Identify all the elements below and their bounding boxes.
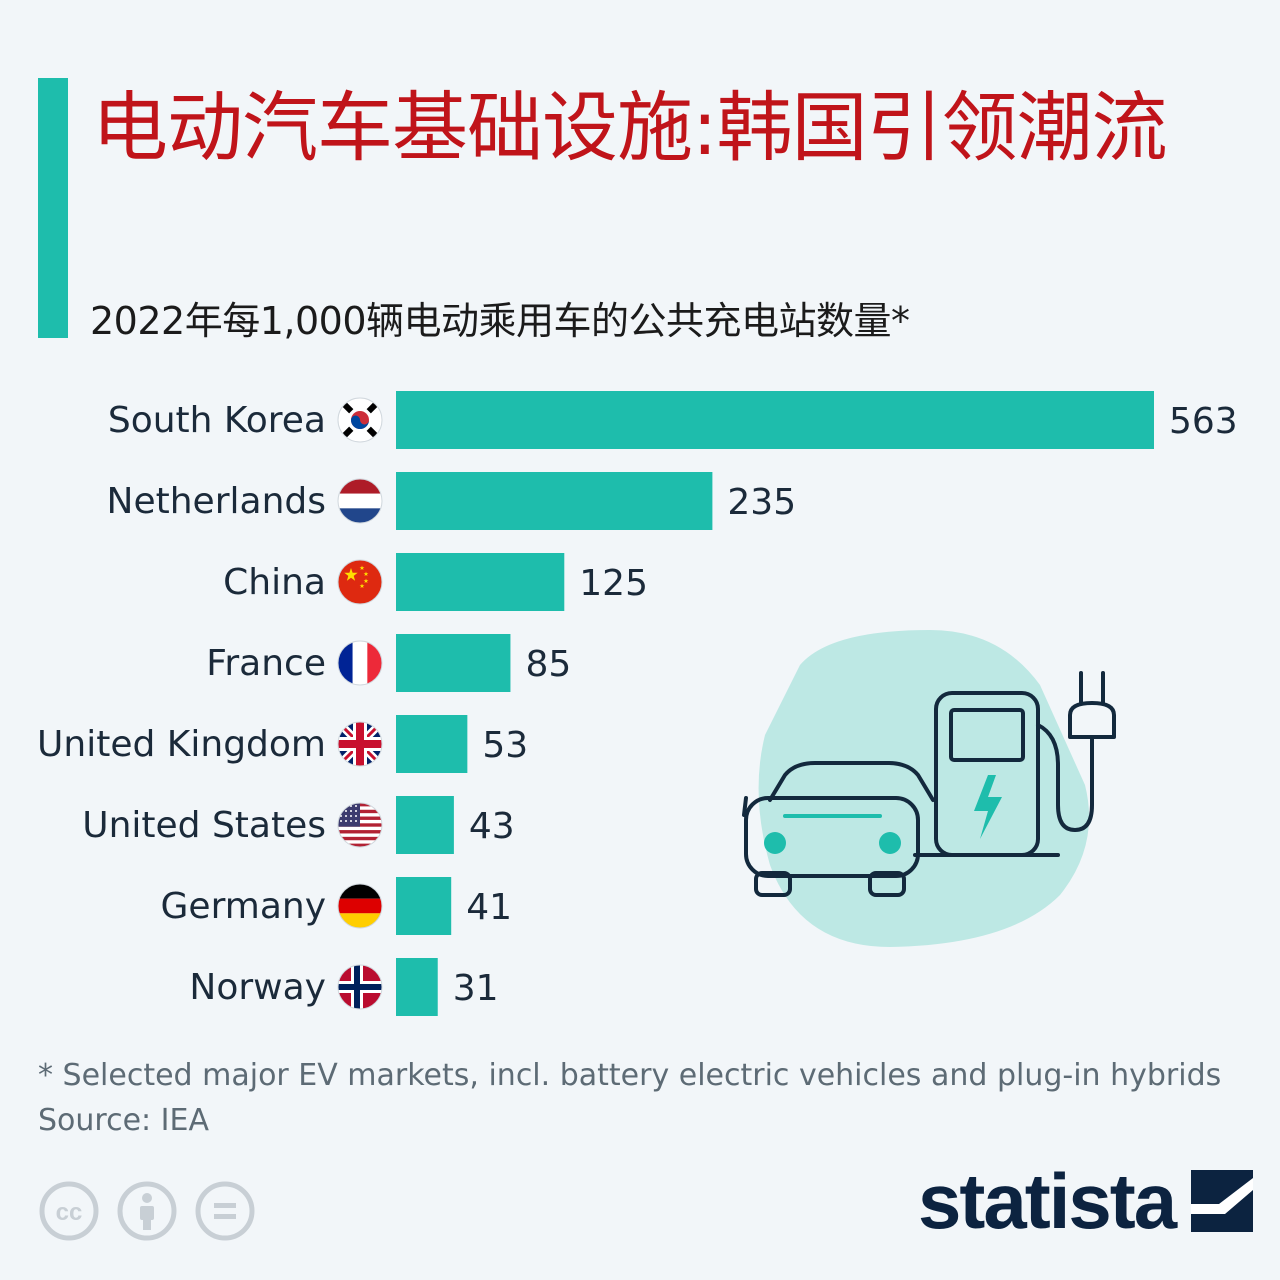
value-label: 41 — [466, 887, 512, 928]
bar-row-south-korea: South Korea 563 — [108, 391, 1238, 449]
united-kingdom-flag-icon — [337, 721, 383, 767]
category-label: Norway — [189, 967, 326, 1008]
bar-row-china: China 125 — [223, 553, 648, 611]
south-korea-flag-icon — [337, 397, 383, 443]
category-label: China — [223, 562, 326, 603]
no-derivatives-icon[interactable] — [194, 1180, 256, 1242]
bar-row-norway: Norway 31 — [189, 958, 499, 1016]
united-states-flag-icon — [337, 802, 383, 848]
germany-flag-icon — [337, 883, 383, 929]
attribution-icon[interactable] — [116, 1180, 178, 1242]
title-accent-bar — [38, 78, 68, 338]
source-note: Source: IEA — [38, 1103, 210, 1138]
license-icons: cc — [38, 1180, 256, 1242]
netherlands-flag-icon — [337, 478, 383, 524]
bar — [396, 877, 452, 935]
bar — [396, 958, 438, 1016]
value-label: 85 — [525, 644, 571, 685]
statista-logo[interactable]: statista — [918, 1157, 1254, 1245]
bar — [396, 634, 511, 692]
category-label: Germany — [161, 886, 326, 927]
value-label: 563 — [1169, 401, 1238, 442]
bar-row-france: France 85 — [206, 634, 571, 692]
bar-row-united-kingdom: United Kingdom 53 — [37, 715, 528, 773]
category-label: France — [206, 643, 326, 684]
china-flag-icon — [337, 559, 383, 605]
value-label: 53 — [482, 725, 528, 766]
bar — [396, 796, 454, 854]
france-flag-icon — [337, 640, 383, 686]
value-label: 235 — [727, 482, 796, 523]
category-label: United Kingdom — [37, 724, 326, 765]
bar-row-united-states: United States 43 — [82, 796, 515, 854]
category-label: United States — [82, 805, 326, 846]
value-label: 125 — [579, 563, 648, 604]
creative-commons-icon[interactable]: cc — [38, 1180, 100, 1242]
brand-name: statista — [918, 1157, 1177, 1245]
chart-subtitle: 2022年每1,000辆电动乘用车的公共充电站数量* — [90, 299, 910, 343]
bar-row-germany: Germany 41 — [161, 877, 512, 935]
svg-text:cc: cc — [56, 1199, 83, 1226]
bar — [396, 715, 468, 773]
bar-row-netherlands: Netherlands 235 — [107, 472, 796, 530]
bar — [396, 553, 565, 611]
category-label: South Korea — [108, 400, 326, 441]
bar — [396, 472, 713, 530]
ev-charging-station-icon — [742, 630, 1116, 947]
category-label: Netherlands — [107, 481, 326, 522]
bar — [396, 391, 1154, 449]
statista-logo-icon — [1191, 1170, 1254, 1232]
value-label: 43 — [469, 806, 515, 847]
chart-title: 电动汽车基础设施:韩国引领潮流 — [92, 83, 1168, 172]
norway-flag-icon — [337, 964, 383, 1010]
footnote: * Selected major EV markets, incl. batte… — [38, 1058, 1222, 1093]
value-label: 31 — [453, 968, 499, 1009]
